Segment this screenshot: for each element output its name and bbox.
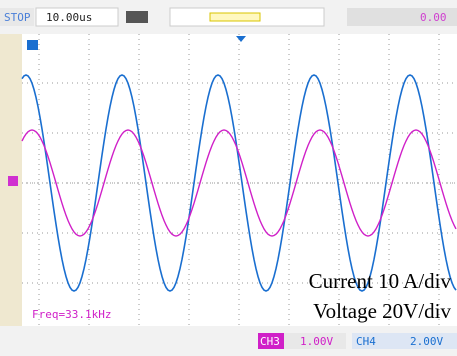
annotation: Voltage 20V/div [313,299,451,323]
oscilloscope-screen: STOP 10.00us 0.00 Freq=33.1kHz Current 1… [0,0,457,356]
overview-window [210,13,260,21]
channel-name: CH3 [260,335,280,348]
trigger-level: 0.00 [420,11,447,24]
run-state: STOP [4,11,31,24]
channel-scale: 2.00V [410,335,443,348]
channel-scale: 1.00V [300,335,333,348]
trigger-marker [27,40,38,50]
frequency: Freq=33.1kHz [32,308,111,321]
ch3-marker [8,176,18,186]
page: STOP 10.00us 0.00 Freq=33.1kHz Current 1… [0,0,457,356]
channel-name: CH4 [356,335,376,348]
timebase: 10.00us [46,11,92,24]
memory-icon [126,11,148,23]
annotation: Current 10 A/div [309,269,452,293]
